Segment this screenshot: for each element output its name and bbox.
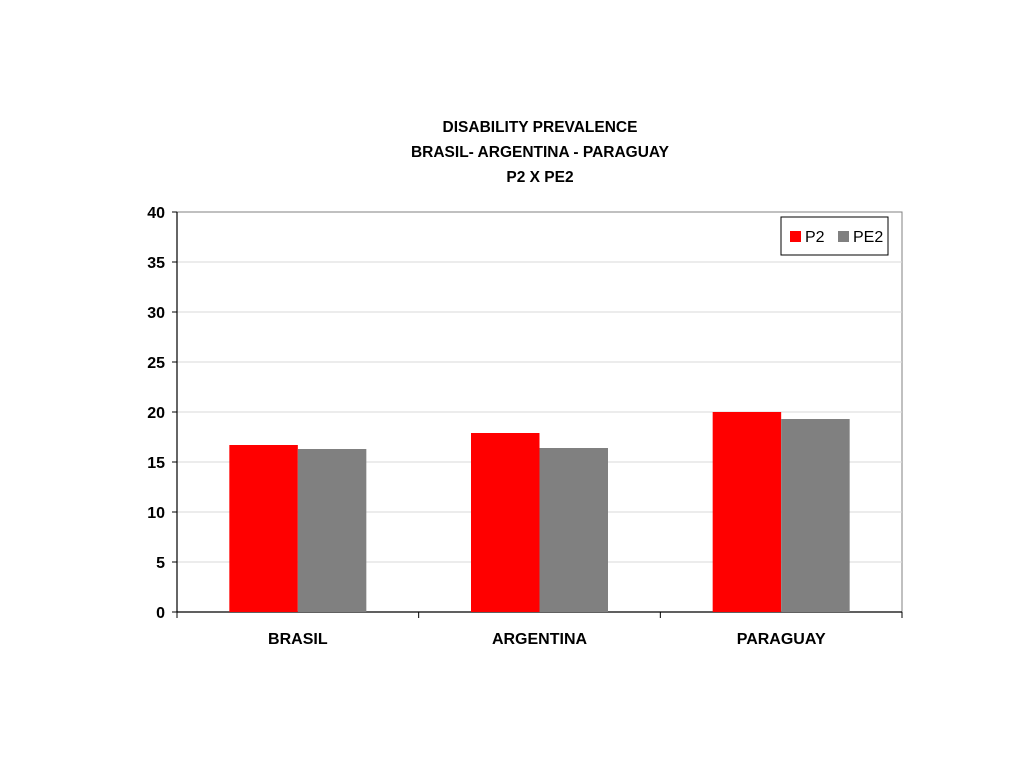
- chart-title-line-2: BRASIL- ARGENTINA - PARAGUAY: [410, 144, 670, 161]
- bar-pe2-argentina: [539, 448, 608, 612]
- legend-swatch-p2: [790, 231, 801, 242]
- bar-pe2-paraguay: [781, 419, 850, 612]
- legend-label-pe2: PE2: [853, 229, 883, 246]
- y-tick-label: 40: [147, 205, 165, 222]
- legend-label-p2: P2: [805, 229, 825, 246]
- y-tick-label: 30: [147, 305, 165, 322]
- legend-swatch-pe2: [838, 231, 849, 242]
- chart-title-line-3: P2 X PE2: [506, 169, 574, 186]
- bar-p2-paraguay: [712, 412, 782, 612]
- y-tick-label: 10: [147, 505, 165, 522]
- x-tick-label: ARGENTINA: [492, 631, 588, 648]
- bar-pe2-brasil: [297, 449, 367, 612]
- y-tick-label: 25: [147, 355, 165, 372]
- x-tick-label: PARAGUAY: [737, 631, 826, 648]
- bar-p2-argentina: [471, 433, 540, 612]
- y-tick-label: 0: [156, 605, 165, 622]
- chart-title-line-1: DISABILITY PREVALENCE: [442, 119, 638, 136]
- y-tick-label: 35: [147, 255, 165, 272]
- y-tick-label: 20: [147, 405, 165, 422]
- y-tick-label: 5: [156, 555, 165, 572]
- x-tick-label: BRASIL: [268, 631, 328, 648]
- bar-p2-brasil: [229, 445, 298, 612]
- y-tick-label: 15: [147, 455, 165, 472]
